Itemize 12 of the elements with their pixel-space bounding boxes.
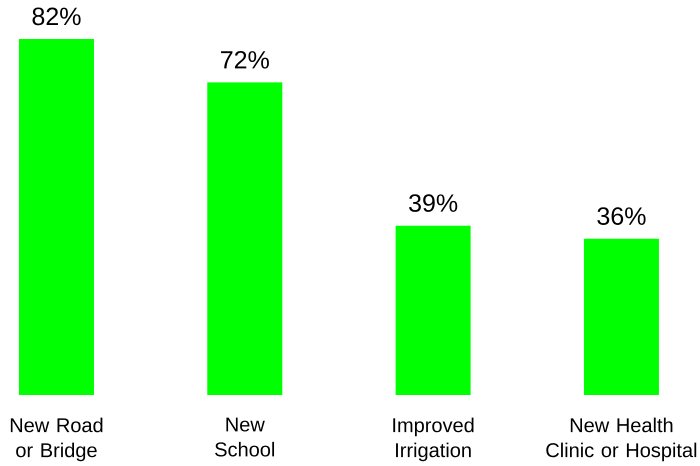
bar (207, 82, 282, 395)
data-label: 39% (409, 194, 458, 212)
x-tick-label: New School (215, 418, 274, 457)
bar (396, 226, 471, 395)
x-tick-label: Improved Irrigation (393, 418, 474, 462)
data-label: 36% (597, 207, 646, 225)
bar (584, 238, 659, 395)
data-label: 72% (221, 50, 269, 69)
data-label: 82% (32, 8, 81, 26)
x-tick-label: New Road or Bridge (10, 418, 102, 462)
x-tick-label: New Health Clinic or Hospital (546, 418, 696, 462)
bar (18, 39, 94, 395)
